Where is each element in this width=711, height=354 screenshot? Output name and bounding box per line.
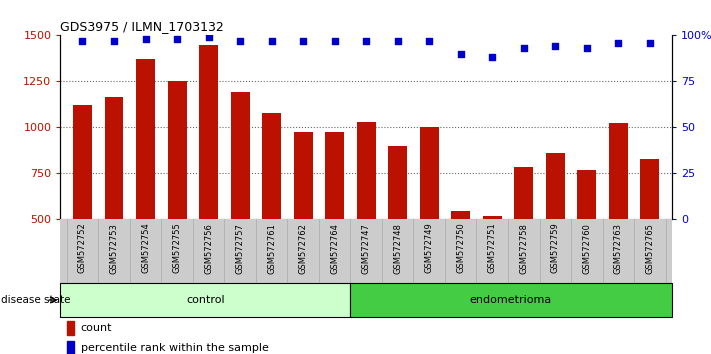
Text: GSM572761: GSM572761 bbox=[267, 223, 276, 274]
Text: GSM572753: GSM572753 bbox=[109, 223, 119, 274]
Bar bbox=[483, 216, 502, 312]
Bar bbox=[294, 132, 313, 312]
Bar bbox=[451, 211, 470, 312]
Point bbox=[360, 38, 372, 44]
Point bbox=[266, 38, 277, 44]
Text: GSM572762: GSM572762 bbox=[299, 223, 308, 274]
Point bbox=[424, 38, 435, 44]
Text: GSM572760: GSM572760 bbox=[582, 223, 592, 274]
Text: GSM572757: GSM572757 bbox=[235, 223, 245, 274]
Point bbox=[108, 38, 119, 44]
Point bbox=[329, 38, 341, 44]
Text: count: count bbox=[80, 323, 112, 333]
Bar bbox=[67, 342, 75, 354]
Text: endometrioma: endometrioma bbox=[470, 295, 552, 305]
Bar bbox=[514, 167, 533, 312]
Bar bbox=[60, 283, 350, 317]
Text: control: control bbox=[186, 295, 225, 305]
Bar bbox=[388, 146, 407, 312]
Bar bbox=[67, 321, 75, 335]
Text: GSM572748: GSM572748 bbox=[393, 223, 402, 274]
Text: GSM572759: GSM572759 bbox=[551, 223, 560, 273]
Bar bbox=[325, 132, 344, 312]
Text: GSM572764: GSM572764 bbox=[330, 223, 339, 274]
Text: GSM572754: GSM572754 bbox=[141, 223, 150, 273]
Text: percentile rank within the sample: percentile rank within the sample bbox=[80, 343, 269, 353]
Text: GSM572752: GSM572752 bbox=[78, 223, 87, 273]
Bar bbox=[546, 153, 565, 312]
Text: GSM572747: GSM572747 bbox=[362, 223, 370, 274]
Bar bbox=[199, 45, 218, 312]
Text: disease state: disease state bbox=[1, 295, 70, 305]
Point bbox=[297, 38, 309, 44]
Bar bbox=[357, 122, 375, 312]
Point bbox=[613, 40, 624, 46]
Text: GDS3975 / ILMN_1703132: GDS3975 / ILMN_1703132 bbox=[60, 20, 224, 33]
Bar bbox=[609, 123, 628, 312]
Point bbox=[486, 55, 498, 60]
Bar bbox=[419, 126, 439, 312]
Point bbox=[550, 44, 561, 49]
Point bbox=[203, 34, 214, 40]
Bar bbox=[577, 170, 597, 312]
Bar bbox=[105, 97, 124, 312]
Point bbox=[644, 40, 656, 46]
Text: GSM572750: GSM572750 bbox=[456, 223, 465, 273]
Text: GSM572763: GSM572763 bbox=[614, 223, 623, 274]
Text: GSM572755: GSM572755 bbox=[173, 223, 181, 273]
Bar bbox=[262, 113, 281, 312]
Point bbox=[392, 38, 403, 44]
Text: GSM572756: GSM572756 bbox=[204, 223, 213, 274]
Bar bbox=[73, 105, 92, 312]
Bar bbox=[350, 283, 672, 317]
Text: GSM572758: GSM572758 bbox=[519, 223, 528, 274]
Point bbox=[518, 45, 530, 51]
Point bbox=[581, 45, 592, 51]
Point bbox=[235, 38, 246, 44]
Bar bbox=[641, 159, 659, 312]
Text: GSM572765: GSM572765 bbox=[646, 223, 654, 274]
Point bbox=[140, 36, 151, 42]
Bar bbox=[230, 92, 250, 312]
Text: GSM572749: GSM572749 bbox=[424, 223, 434, 273]
Point bbox=[77, 38, 88, 44]
Point bbox=[171, 36, 183, 42]
Bar bbox=[136, 59, 155, 312]
Text: GSM572751: GSM572751 bbox=[488, 223, 497, 273]
Bar bbox=[168, 81, 186, 312]
Point bbox=[455, 51, 466, 57]
